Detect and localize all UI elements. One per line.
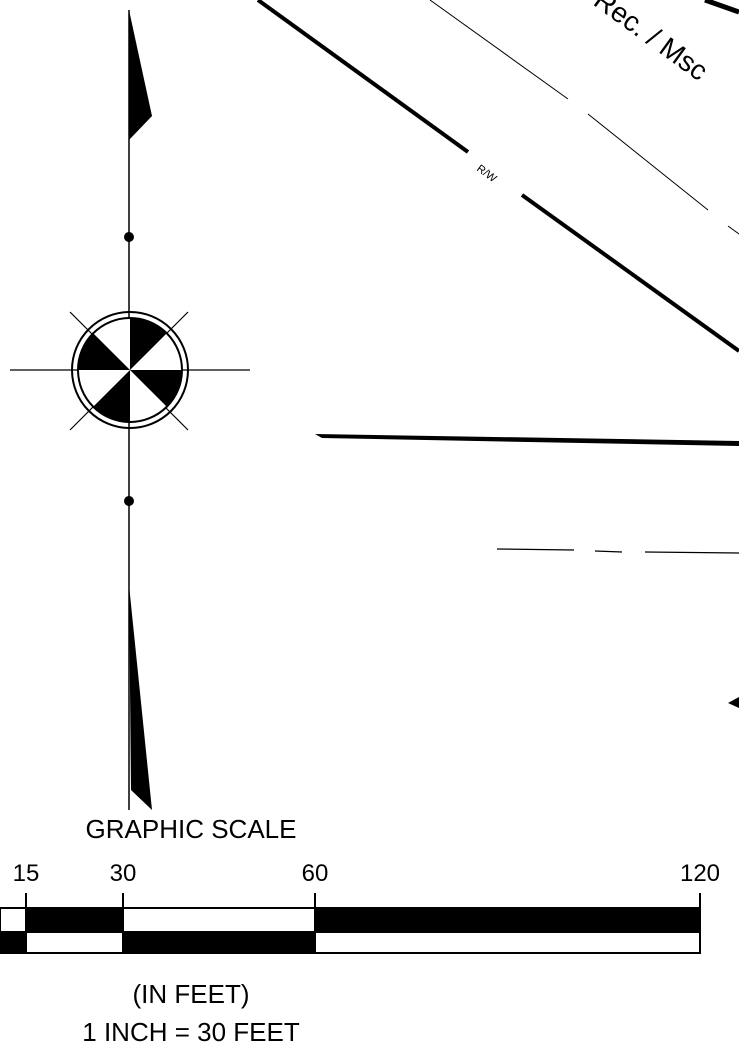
scale-bar-upper-60-120 — [314, 907, 701, 933]
arrow-tip-icon — [728, 697, 739, 708]
dashed-line-horizontal — [496, 548, 739, 554]
scale-units: (IN FEET) — [133, 979, 250, 1009]
compass-sector-3 — [93, 370, 130, 423]
row-line-lower — [520, 193, 739, 353]
north-arrow-upper-dot — [124, 232, 134, 242]
scale-tick-label-15: 15 — [13, 860, 40, 887]
scale-bar-lower-60-120 — [314, 931, 701, 954]
scale-bar-upper-0-15 — [0, 907, 27, 933]
scale-tick-label-120: 120 — [680, 860, 720, 887]
scale-bar-lower-0-15 — [0, 931, 27, 954]
north-arrow-lower-dot — [124, 496, 134, 506]
row-label: R/W — [474, 163, 499, 186]
scale-title: GRAPHIC SCALE — [86, 814, 297, 844]
north-arrow-upper-flag — [129, 10, 152, 140]
scale-bar-upper-30-60 — [122, 907, 316, 933]
scale-bar-upper-15-30 — [25, 907, 124, 933]
north-arrow-lower-flag — [129, 585, 152, 810]
scale-ratio: 1 INCH = 30 FEET — [82, 1017, 300, 1047]
record-label-leader — [704, 0, 739, 15]
scale-tick-label-30: 30 — [110, 860, 137, 887]
graphic-scale: GRAPHIC SCALE 15 30 60 120 (IN FEET) 1 I… — [0, 814, 720, 1047]
compass-rose-icon — [10, 311, 250, 431]
record-label: Rec. / Msc — [588, 0, 713, 87]
compass-sector-4 — [77, 333, 130, 370]
boundary-line — [315, 434, 739, 446]
compass-sector-2 — [130, 370, 183, 407]
compass-outer-ring — [71, 311, 189, 429]
compass-sector-1 — [130, 317, 167, 370]
scale-bar-lower-15-30 — [25, 931, 124, 954]
scale-tick-label-60: 60 — [302, 860, 329, 887]
scale-bar-lower-30-60 — [122, 931, 316, 954]
dashed-line-diagonal — [429, 0, 739, 235]
row-line-upper — [256, 0, 470, 154]
